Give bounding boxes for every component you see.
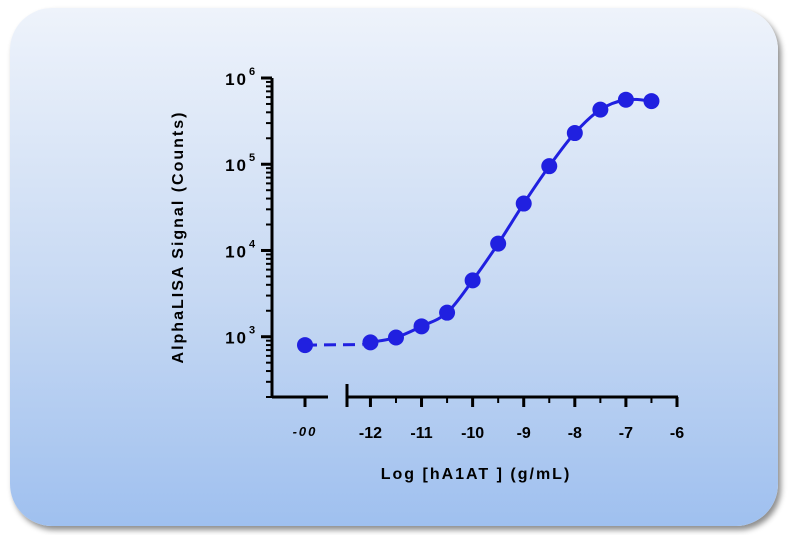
x-tick-label: -7 (619, 425, 633, 442)
y-tick-label-base: 10 (225, 242, 248, 261)
x-tick-label: -10 (461, 425, 484, 442)
data-point (515, 195, 532, 212)
data-point-zero-concentration (297, 337, 313, 354)
x-tick-label: -11 (410, 425, 432, 442)
data-point (566, 125, 583, 142)
data-point (464, 272, 481, 289)
y-tick-label-exponent: 5 (249, 152, 255, 164)
x-tick-label: -6 (670, 425, 684, 442)
data-point (387, 329, 404, 346)
baseline-dashed-line (304, 343, 363, 347)
y-tick-label-base: 10 (225, 156, 248, 175)
data-points-layer (297, 91, 660, 354)
y-tick-label-exponent: 4 (249, 238, 256, 250)
y-tick-label-exponent: 6 (249, 66, 255, 78)
x-special-tick-label: -00 (293, 424, 318, 439)
data-point (541, 158, 558, 175)
y-tick-label: 10 (225, 329, 248, 348)
data-point (490, 235, 507, 252)
x-tick-label: -8 (568, 425, 582, 442)
y-tick-label: 10 (225, 156, 248, 175)
y-tick-label-base: 10 (225, 70, 248, 89)
y-tick-label: 10 (225, 70, 248, 89)
y-tick-label: 10 (225, 242, 248, 261)
data-point (413, 318, 430, 335)
data-point (643, 93, 660, 110)
data-point (592, 101, 609, 118)
y-axis-title: AlphaLISA Signal (Counts) (170, 111, 187, 364)
x-tick-label: -9 (517, 425, 531, 442)
data-point (362, 334, 379, 351)
x-axis-title: Log [hA1AT ] (g/mL) (381, 466, 572, 483)
data-point (439, 304, 456, 321)
x-tick-label: -12 (359, 425, 382, 442)
data-point (617, 91, 634, 108)
fit-curve (370, 97, 652, 344)
y-tick-label-base: 10 (225, 329, 248, 348)
y-tick-label-exponent: 3 (249, 325, 255, 337)
fit-curve-layer (304, 97, 652, 347)
